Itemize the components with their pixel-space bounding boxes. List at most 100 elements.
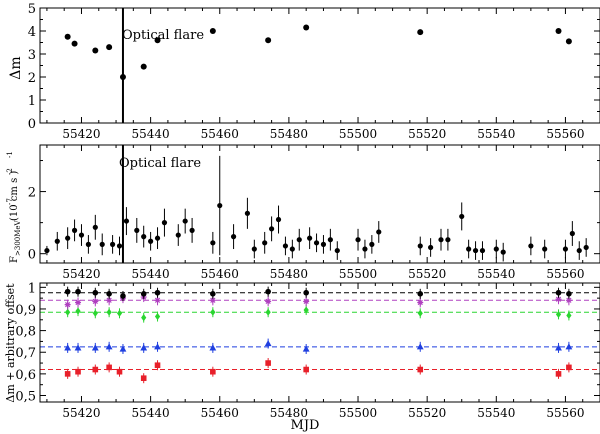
red-data-point [75, 368, 81, 375]
panel2-frame [39, 144, 600, 264]
panel2-flare-annotation: Optical flare [119, 156, 201, 171]
black-data-point [555, 289, 562, 296]
green-data-point [65, 308, 71, 316]
y-tick-label: 0 [28, 248, 36, 263]
blue-data-point [209, 344, 217, 351]
data-point [189, 227, 195, 233]
y-tick-label: 0 [28, 117, 36, 132]
data-point [99, 241, 105, 247]
blue-data-point [119, 345, 127, 352]
panel2-y-ticks: 02 [28, 160, 600, 263]
purple-data-point [154, 297, 161, 304]
data-point [230, 234, 237, 240]
x-tick-label: 55500 [339, 267, 377, 281]
x-tick-label: 55520 [408, 127, 446, 141]
green-data-point [303, 306, 309, 314]
data-point [148, 238, 154, 244]
panel2-x-ticks: 55420 55440 55460 55480 55500 55520 55540 55560 [46, 145, 600, 281]
data-point [244, 210, 251, 216]
data-point [362, 246, 368, 252]
data-point [569, 230, 575, 237]
x-tick-label: 55540 [477, 406, 515, 420]
black-data-point [92, 289, 99, 296]
black-data-point [265, 288, 271, 295]
x-tick-label: 55480 [270, 127, 308, 141]
data-point [565, 38, 572, 45]
data-point [320, 241, 327, 247]
data-point [369, 241, 375, 247]
data-point [161, 220, 168, 226]
blue-data-point [416, 343, 424, 350]
panel3-x-ticks: 55420 55440 55460 55480 55500 55520 55540 55560 [46, 283, 600, 420]
blue-data-point [105, 343, 113, 350]
x-tick-label: 55420 [62, 406, 100, 420]
black-data-point [64, 288, 71, 295]
data-point [542, 246, 548, 252]
flux-exp-cm: -2 [6, 168, 14, 175]
data-point [555, 28, 562, 34]
panel-delta-m: 0 1 2 3 4 5 55420 55440 55460 55480 55500 55520 555… [8, 2, 600, 141]
x-tick-label: 55420 [62, 127, 100, 141]
y-tick-label: 0,8 [15, 325, 36, 340]
data-point [428, 244, 434, 251]
data-point [85, 241, 91, 247]
green-data-point [566, 311, 572, 320]
data-point [175, 232, 181, 238]
panel1-flare-annotation: Optical flare [122, 28, 204, 43]
data-point [296, 237, 302, 243]
x-tick-label: 55460 [201, 127, 239, 141]
red-data-point [92, 366, 99, 373]
red-data-point [566, 364, 572, 371]
data-point [327, 237, 333, 243]
data-point [479, 247, 486, 254]
panel-multiband: 0,5 0,6 0,7 0,8 0,9 1 55420 55440 55460 55480 555… [4, 281, 600, 433]
panel2-y-axis-label: F >300MeV (10 cm s ) -7 -2 -1 [6, 151, 22, 263]
green-data-point [417, 309, 423, 317]
data-point [217, 202, 223, 209]
data-point [44, 247, 50, 254]
x-tick-label: 55540 [477, 127, 515, 141]
data-point [562, 246, 569, 252]
data-point [154, 235, 161, 241]
blue-data-point [302, 345, 310, 352]
x-tick-label: 55540 [477, 267, 515, 281]
green-data-point [106, 308, 112, 316]
flux-subscript: >300MeV [14, 219, 22, 256]
x-tick-label: 55460 [201, 406, 239, 420]
data-point [303, 24, 310, 31]
purple-data-point [75, 299, 82, 306]
purple-data-point [209, 297, 216, 304]
green-data-point [116, 309, 123, 317]
red-data-point [417, 366, 424, 373]
data-point [376, 229, 382, 235]
y-tick-label: 2 [28, 71, 36, 86]
data-point [109, 241, 116, 247]
data-point [209, 28, 216, 34]
green-data-point [154, 312, 161, 321]
purple-data-point [92, 298, 99, 305]
data-point [313, 240, 320, 246]
green-data-point [210, 308, 216, 316]
data-point [65, 235, 71, 241]
x-tick-label: 55500 [339, 406, 377, 420]
data-point [54, 238, 60, 244]
black-data-point [140, 291, 147, 297]
x-tick-label: 55420 [62, 267, 100, 281]
data-point [269, 226, 275, 232]
flux-symbol: F [9, 256, 20, 263]
data-point [583, 244, 589, 251]
flux-exp-s: -1 [6, 151, 14, 158]
data-point [289, 246, 295, 252]
data-point [116, 243, 123, 249]
blue-data-point [264, 339, 272, 347]
x-tick-label: 55480 [270, 267, 308, 281]
data-point [106, 44, 113, 51]
data-point [78, 232, 85, 238]
data-point [417, 29, 424, 36]
data-point [182, 218, 188, 224]
y-tick-label: 5 [28, 2, 36, 17]
data-point [140, 63, 147, 70]
black-data-point [120, 293, 126, 299]
purple-data-point [64, 301, 71, 308]
